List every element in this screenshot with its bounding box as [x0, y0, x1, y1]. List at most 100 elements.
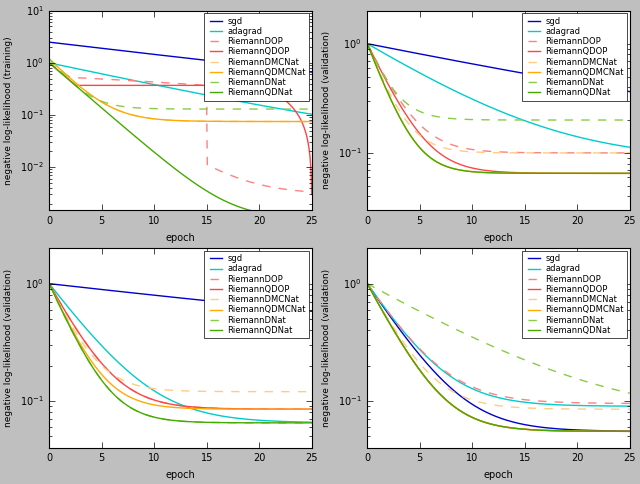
RiemannDNat	[626, 117, 634, 123]
RiemannDMCNat	[585, 406, 593, 412]
sgd	[519, 70, 527, 76]
adagrad	[202, 410, 209, 416]
RiemannDOP	[519, 396, 527, 402]
RiemannDNat	[626, 391, 634, 396]
RiemannQDOP	[585, 428, 593, 434]
Line: RiemannDNat: RiemannDNat	[49, 59, 312, 109]
adagrad	[284, 419, 291, 424]
RiemannDMCNat	[364, 43, 372, 49]
RiemannQDNat	[364, 41, 371, 46]
RiemannDMCNat	[201, 118, 209, 124]
RiemannQDNat	[206, 190, 214, 196]
RiemannDOP	[267, 406, 275, 412]
RiemannQDMCNat	[364, 282, 372, 288]
RiemannQDOP	[267, 88, 275, 93]
RiemannQDNat	[519, 426, 527, 432]
Legend: sgd, adagrad, RiemannDOP, RiemannQDOP, RiemannDMCNat, RiemannQDMCNat, RiemannDNa: sgd, adagrad, RiemannDOP, RiemannQDOP, R…	[204, 251, 309, 338]
RiemannDMCNat	[267, 119, 275, 124]
RiemannQDOP	[46, 61, 54, 67]
RiemannQDNat	[626, 428, 634, 434]
RiemannDMCNat	[308, 119, 316, 124]
RiemannQDMCNat	[267, 406, 275, 412]
RiemannDOP	[602, 400, 609, 406]
RiemannDOP	[46, 282, 54, 288]
RiemannDMCNat	[520, 150, 527, 156]
RiemannDOP	[364, 41, 371, 46]
RiemannQDOP	[284, 99, 291, 105]
Line: RiemannQDNat: RiemannQDNat	[49, 63, 312, 218]
Line: RiemannDNat: RiemannDNat	[367, 284, 630, 393]
RiemannQDMCNat	[626, 428, 634, 434]
RiemannDOP	[267, 184, 275, 190]
RiemannDNat	[519, 356, 527, 362]
Line: RiemannQDNat: RiemannQDNat	[367, 284, 630, 431]
adagrad	[206, 93, 214, 99]
RiemannDOP	[202, 82, 209, 88]
adagrad	[585, 403, 593, 408]
RiemannDNat	[524, 358, 532, 364]
adagrad	[46, 60, 54, 66]
Line: RiemannQDMCNat: RiemannQDMCNat	[49, 284, 312, 409]
RiemannQDNat	[45, 281, 53, 287]
RiemannQDOP	[46, 282, 54, 288]
sgd	[267, 304, 275, 310]
Line: RiemannDNat: RiemannDNat	[49, 284, 312, 423]
RiemannDNat	[585, 117, 593, 123]
RiemannQDNat	[46, 61, 54, 67]
adagrad	[45, 281, 53, 287]
Line: sgd: sgd	[367, 284, 630, 431]
RiemannQDOP	[602, 428, 609, 434]
RiemannDNat	[364, 43, 372, 48]
RiemannDOP	[46, 60, 54, 66]
RiemannQDNat	[364, 281, 371, 287]
RiemannDNat	[308, 420, 316, 426]
sgd	[364, 281, 371, 287]
RiemannDMCNat	[364, 282, 372, 288]
Line: RiemannQDMCNat: RiemannQDMCNat	[367, 44, 630, 173]
RiemannDOP	[201, 405, 209, 410]
RiemannDOP	[308, 406, 316, 412]
Line: sgd: sgd	[49, 284, 312, 311]
RiemannQDNat	[364, 43, 372, 49]
Line: RiemannDMCNat: RiemannDMCNat	[367, 44, 630, 153]
Line: RiemannDOP: RiemannDOP	[367, 44, 630, 153]
sgd	[46, 39, 54, 45]
Y-axis label: negative log-likelihood (training): negative log-likelihood (training)	[4, 36, 13, 185]
RiemannDMCNat	[626, 150, 634, 156]
Line: adagrad: adagrad	[367, 284, 630, 406]
RiemannQDNat	[284, 420, 291, 426]
RiemannQDOP	[201, 82, 209, 88]
Line: RiemannQDOP: RiemannQDOP	[49, 63, 312, 195]
RiemannDOP	[524, 150, 532, 155]
adagrad	[519, 117, 527, 123]
RiemannDOP	[602, 150, 609, 156]
adagrad	[585, 136, 593, 142]
RiemannDMCNat	[206, 389, 214, 394]
RiemannQDNat	[202, 420, 209, 425]
RiemannDMCNat	[524, 405, 532, 411]
sgd	[519, 422, 527, 427]
adagrad	[519, 399, 527, 405]
RiemannDOP	[519, 150, 527, 155]
adagrad	[602, 140, 609, 146]
adagrad	[284, 107, 291, 113]
RiemannQDMCNat	[267, 119, 275, 124]
RiemannDNat	[46, 283, 54, 288]
RiemannDNat	[364, 281, 371, 287]
adagrad	[602, 403, 609, 409]
sgd	[308, 308, 316, 314]
RiemannDNat	[201, 419, 209, 425]
RiemannQDMCNat	[585, 170, 593, 176]
Line: RiemannQDOP: RiemannQDOP	[367, 44, 630, 173]
RiemannDNat	[364, 281, 372, 287]
Line: sgd: sgd	[49, 42, 312, 72]
RiemannQDOP	[206, 82, 214, 88]
RiemannDMCNat	[202, 119, 209, 124]
RiemannQDMCNat	[206, 406, 214, 412]
sgd	[45, 39, 53, 45]
sgd	[284, 66, 291, 72]
RiemannQDOP	[267, 406, 275, 412]
RiemannQDNat	[602, 428, 609, 434]
RiemannQDMCNat	[585, 428, 593, 434]
adagrad	[626, 403, 634, 409]
